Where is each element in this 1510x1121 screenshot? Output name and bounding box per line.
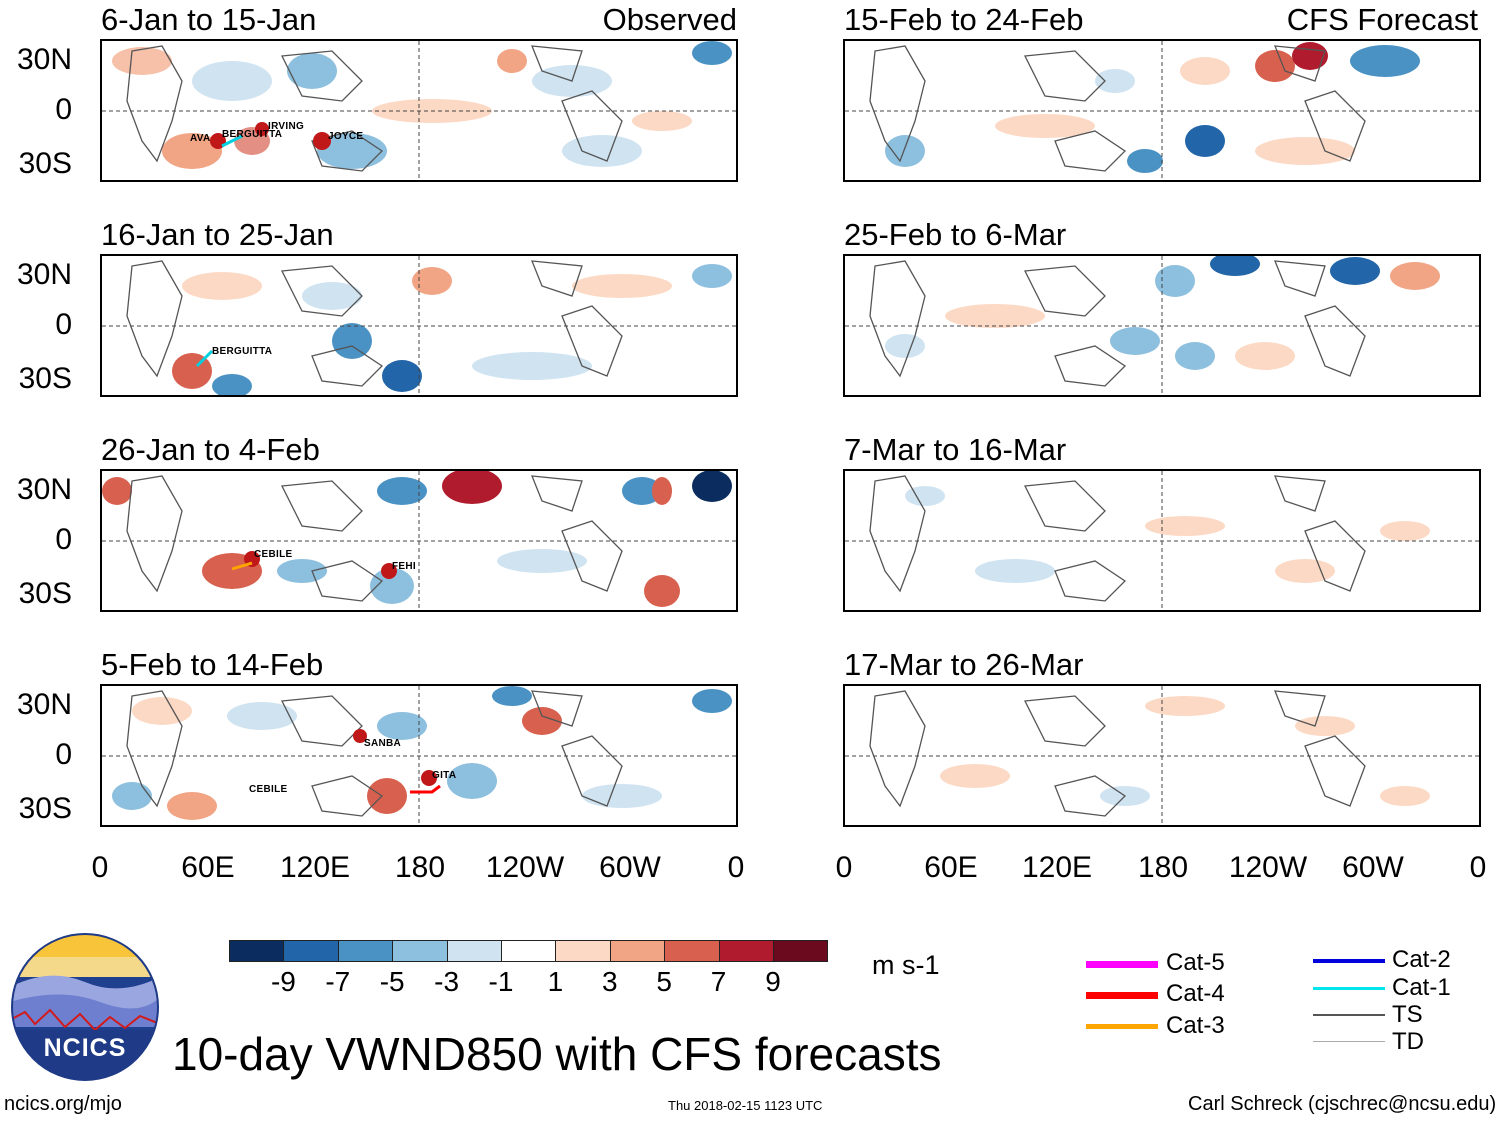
timestamp: Thu 2018-02-15 1123 UTC xyxy=(668,1098,823,1113)
legend-swatch-cat3 xyxy=(1086,1024,1158,1029)
map-panel-right-3 xyxy=(843,469,1481,612)
lat-label-30s: 30S xyxy=(18,577,72,610)
ncics-logo: NCICS xyxy=(10,932,160,1082)
lat-label-30n: 30N xyxy=(16,43,72,76)
lon-label: 180 xyxy=(394,851,446,884)
colorbar-tick-label: -5 xyxy=(379,966,405,997)
site-url: ncics.org/mjo xyxy=(4,1093,122,1115)
colorbar-tick-label: 7 xyxy=(710,966,727,997)
lat-label-30n: 30N xyxy=(16,258,72,291)
colorbar-bin xyxy=(664,940,720,962)
panel-title-left-1: 6-Jan to 15-Jan xyxy=(101,2,317,37)
legend-label-cat4: Cat-4 xyxy=(1166,980,1225,1007)
colorbar-bin xyxy=(337,940,394,962)
lon-label: 60E xyxy=(181,851,235,884)
lon-label: 0 xyxy=(1469,851,1487,884)
map-panel-right-1 xyxy=(843,39,1481,182)
legend-swatch-cat4 xyxy=(1086,992,1158,999)
lat-label-30s: 30S xyxy=(18,362,72,395)
storm-label: IRVING xyxy=(268,121,305,132)
colorbar-bin xyxy=(446,940,502,962)
storm-label: BERGUITTA xyxy=(212,346,273,357)
legend-label-td: TD xyxy=(1392,1028,1424,1055)
colorbar-tick-label: -7 xyxy=(325,966,351,997)
lat-label-30n: 30N xyxy=(16,688,72,721)
credit: Carl Schreck (cjschrec@ncsu.edu) xyxy=(1188,1093,1497,1115)
legend-label-cat1: Cat-1 xyxy=(1392,974,1451,1001)
lon-label: 180 xyxy=(1137,851,1189,884)
main-title: 10-day VWND850 with CFS forecasts xyxy=(172,1028,942,1080)
panel-title-left-2: 16-Jan to 25-Jan xyxy=(101,217,334,252)
lat-label-eq: 0 xyxy=(55,308,72,341)
storm-label: BERGUITTA xyxy=(222,129,283,140)
lon-label: 120E xyxy=(1021,851,1093,884)
lat-label-30s: 30S xyxy=(18,792,72,825)
lat-label-eq: 0 xyxy=(55,738,72,771)
lat-label-eq: 0 xyxy=(55,523,72,556)
legend-swatch-cat2 xyxy=(1313,959,1385,963)
legend-label-cat2: Cat-2 xyxy=(1392,946,1451,973)
lon-label: 120E xyxy=(279,851,351,884)
colorbar-bin xyxy=(501,940,557,962)
colorbar-tick-label: 1 xyxy=(547,966,564,997)
colorbar-tick-label: -3 xyxy=(434,966,460,997)
lon-label: 60E xyxy=(924,851,978,884)
storm-label: JOYCE xyxy=(328,131,364,142)
legend-label-ts: TS xyxy=(1392,1001,1423,1028)
panel-title-left-3: 26-Jan to 4-Feb xyxy=(101,432,320,467)
lon-label: 0 xyxy=(727,851,745,884)
panel-title-right-4: 17-Mar to 26-Mar xyxy=(844,647,1084,682)
lon-label: 60W xyxy=(1342,851,1404,884)
lat-label-30n: 30N xyxy=(16,473,72,506)
panel-title-left-4: 5-Feb to 14-Feb xyxy=(101,647,324,682)
colorbar-tick-label: -9 xyxy=(270,966,296,997)
legend-label-cat3: Cat-3 xyxy=(1166,1012,1225,1039)
colorbar-bin xyxy=(555,940,611,962)
lat-label-30s: 30S xyxy=(18,147,72,180)
storm-label: CEBILE xyxy=(249,784,288,795)
legend-swatch-ts xyxy=(1313,1014,1385,1016)
observed-label: Observed xyxy=(602,2,737,37)
legend-label-cat5: Cat-5 xyxy=(1166,949,1225,976)
logo-text: NCICS xyxy=(43,1034,127,1062)
colorbar-bin xyxy=(392,940,448,962)
map-panel-left-3: CEBILE FEHI xyxy=(100,469,738,612)
map-panel-left-1: AVA BERGUITTA IRVING JOYCE xyxy=(100,39,738,182)
lat-label-eq: 0 xyxy=(55,93,72,126)
colorbar-bin xyxy=(609,940,666,962)
colorbar-units: m s-1 xyxy=(872,950,940,980)
legend-swatch-td xyxy=(1313,1041,1385,1042)
colorbar-tick-label: -1 xyxy=(488,966,514,997)
panel-title-right-2: 25-Feb to 6-Mar xyxy=(844,217,1067,252)
colorbar-tick-label: 5 xyxy=(656,966,672,997)
storm-label: GITA xyxy=(432,770,457,781)
colorbar-tick-label: 3 xyxy=(602,966,618,997)
legend-swatch-cat5 xyxy=(1086,961,1158,968)
lon-label: 0 xyxy=(91,851,109,884)
lon-label: 120W xyxy=(485,851,565,884)
cfs-forecast-label: CFS Forecast xyxy=(1286,2,1478,37)
panel-title-right-3: 7-Mar to 16-Mar xyxy=(844,432,1067,467)
lon-label: 60W xyxy=(599,851,661,884)
storm-label: AVA xyxy=(190,133,211,144)
colorbar-bin xyxy=(283,940,339,962)
map-panel-right-4 xyxy=(843,684,1481,827)
storm-label: SANBA xyxy=(364,738,402,749)
map-panel-left-2: BERGUITTA xyxy=(100,254,738,397)
panel-title-right-1: 15-Feb to 24-Feb xyxy=(844,2,1084,37)
legend-swatch-cat1 xyxy=(1313,987,1385,990)
storm-label: CEBILE xyxy=(254,549,293,560)
colorbar-bin xyxy=(718,940,774,962)
map-panel-left-4: SANBA CEBILE GITA xyxy=(100,684,738,827)
storm-label: FEHI xyxy=(392,561,416,572)
lon-label: 0 xyxy=(835,851,853,884)
colorbar-bin xyxy=(773,940,829,962)
map-panel-right-2 xyxy=(843,254,1481,397)
lon-label: 120W xyxy=(1228,851,1308,884)
colorbar-tick-label: 9 xyxy=(765,966,781,997)
colorbar-bin xyxy=(229,940,285,962)
